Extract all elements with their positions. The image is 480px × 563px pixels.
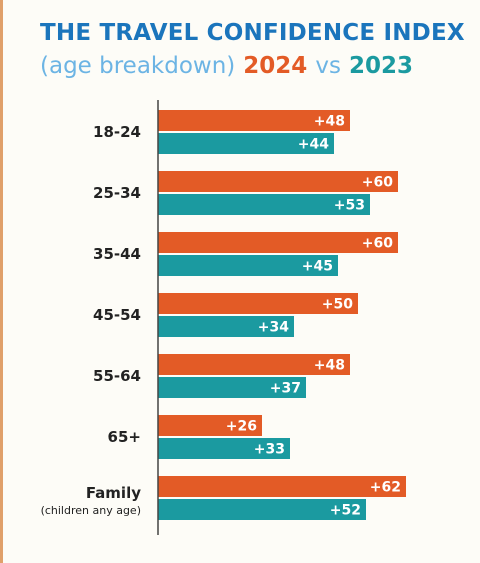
bar-2023-45-54: [158, 316, 294, 337]
year-previous: 2023: [348, 53, 413, 79]
category-sublabel-family: (children any age): [41, 504, 141, 517]
value-label-2023-family: +52: [330, 503, 361, 519]
bar-2024-25-34: [158, 171, 398, 192]
category-label-family: Family: [86, 484, 141, 502]
bar-2023-35-44: [158, 255, 338, 276]
year-current: 2024: [243, 53, 308, 79]
bar-2024-65+: [158, 415, 262, 436]
bar-2024-45-54: [158, 293, 358, 314]
value-label-2024-25-34: +60: [362, 175, 393, 191]
value-label-2023-45-54: +34: [258, 320, 289, 336]
subtitle-text: (age breakdown): [40, 53, 236, 79]
value-label-2023-25-34: +53: [334, 198, 365, 214]
value-label-2023-18-24: +44: [298, 137, 329, 153]
value-label-2024-35-44: +60: [362, 236, 393, 252]
value-label-2024-18-24: +48: [314, 114, 345, 130]
value-label-2024-family: +62: [370, 480, 401, 496]
value-label-2023-65+: +33: [254, 442, 285, 458]
bar-2023-18-24: [158, 133, 334, 154]
bar-2024-family: [158, 476, 406, 497]
category-label-25-34: 25-34: [93, 184, 141, 202]
value-label-2024-45-54: +50: [322, 297, 353, 313]
value-label-2023-35-44: +45: [302, 259, 333, 275]
chart-title: THE TRAVEL CONFIDENCE INDEX: [40, 20, 465, 46]
value-label-2024-65+: +26: [226, 419, 257, 435]
value-label-2024-55-64: +48: [314, 358, 345, 374]
vs-text: vs: [315, 53, 341, 79]
category-label-65+: 65+: [108, 428, 141, 446]
bar-2023-55-64: [158, 377, 306, 398]
chart-subtitle: (age breakdown) 2024 vs 2023: [40, 53, 413, 79]
left-border-rule: [0, 0, 3, 563]
value-label-2023-55-64: +37: [270, 381, 301, 397]
category-label-45-54: 45-54: [93, 306, 141, 324]
bar-2023-family: [158, 499, 366, 520]
bar-2023-25-34: [158, 194, 370, 215]
bar-2023-65+: [158, 438, 290, 459]
bar-2024-18-24: [158, 110, 350, 131]
bar-2024-55-64: [158, 354, 350, 375]
category-label-35-44: 35-44: [93, 245, 141, 263]
category-label-55-64: 55-64: [93, 367, 141, 385]
bar-2024-35-44: [158, 232, 398, 253]
category-label-18-24: 18-24: [93, 123, 141, 141]
